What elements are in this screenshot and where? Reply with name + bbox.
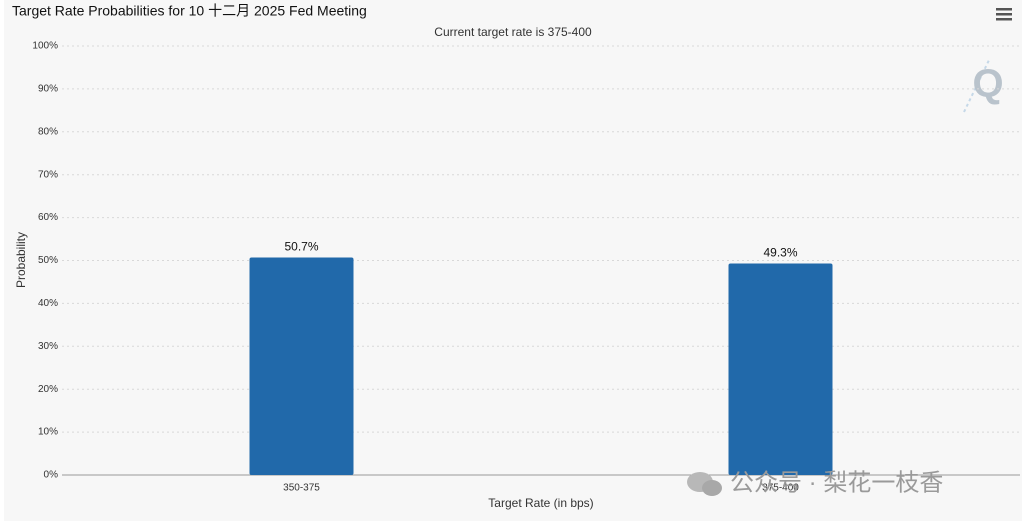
- x-tick-label: 350-375: [283, 483, 320, 494]
- value-label: 49.3%: [763, 246, 797, 260]
- x-tick-label: 375-400: [762, 483, 799, 494]
- y-tick-label: 60%: [38, 212, 58, 223]
- chart-title: Target Rate Probabilities for 10 十二月 202…: [12, 3, 367, 19]
- y-axis-label: Probability: [14, 232, 28, 288]
- y-tick-label: 50%: [38, 255, 58, 266]
- y-tick-label: 20%: [38, 384, 58, 395]
- logo: Q: [972, 62, 1003, 106]
- watermark-icon: [702, 480, 722, 496]
- y-tick-label: 100%: [32, 41, 58, 52]
- menu-button[interactable]: [996, 8, 1012, 21]
- chart-subtitle: Current target rate is 375-400: [434, 25, 592, 39]
- watermark: 公众号 · 梨花一枝香: [730, 469, 943, 496]
- x-axis-label: Target Rate (in bps): [488, 496, 593, 510]
- y-tick-label: 10%: [38, 427, 58, 438]
- y-tick-label: 90%: [38, 84, 58, 95]
- y-tick-label: 40%: [38, 298, 58, 309]
- value-label: 50.7%: [284, 240, 318, 254]
- y-tick-label: 70%: [38, 169, 58, 180]
- watermark-group: 公众号 · 梨花一枝香: [687, 469, 943, 496]
- y-tick-label: 80%: [38, 126, 58, 137]
- bar: [249, 257, 354, 475]
- bar: [728, 263, 833, 475]
- y-tick-label: 0%: [44, 470, 59, 481]
- y-tick-label: 30%: [38, 341, 58, 352]
- logo-stroke: [963, 57, 991, 113]
